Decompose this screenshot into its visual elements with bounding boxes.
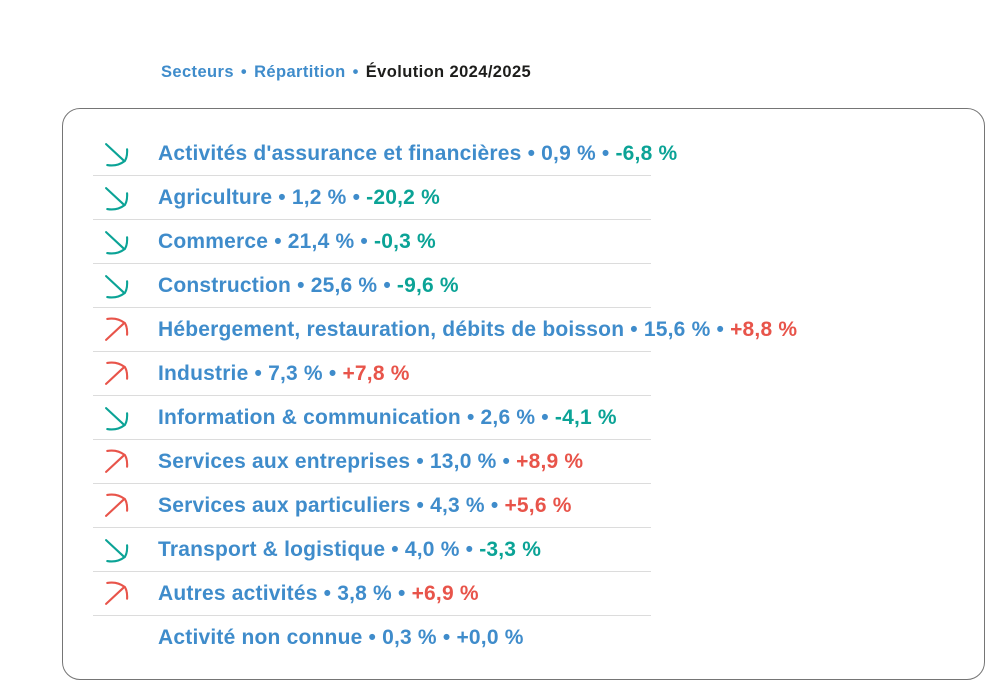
sector-share: 25,6 %: [310, 274, 378, 297]
trend-up-icon: [101, 315, 131, 345]
sector-name: Information & communication: [158, 406, 461, 429]
sector-evolution: -4,1 %: [554, 406, 617, 429]
sector-evolution: +0,0 %: [456, 626, 524, 649]
bullet-separator: •: [377, 274, 397, 297]
bullet-separator: •: [710, 318, 731, 341]
bullet-separator: •: [346, 186, 367, 209]
trend-up-icon: [101, 491, 131, 521]
sector-name: Services aux particuliers: [158, 494, 411, 517]
sector-name: Autres activités: [158, 582, 318, 605]
sector-share: 4,0 %: [404, 538, 460, 561]
bullet-separator: •: [595, 142, 616, 165]
trend-down-icon: [101, 271, 131, 301]
sector-name: Services aux entreprises: [158, 450, 411, 473]
bullet-separator: •: [354, 230, 374, 253]
bullet-separator: •: [521, 142, 542, 165]
sector-name: Construction: [158, 274, 292, 297]
sector-row: Services aux entreprises • 13,0 % • +8,9…: [93, 440, 984, 484]
sectors-card: Activités d'assurance et financières • 0…: [62, 108, 985, 680]
tab-separator-dot: •: [352, 63, 359, 81]
sector-name: Industrie: [158, 362, 249, 385]
bullet-separator: •: [459, 538, 480, 561]
trend-down-icon: [101, 535, 131, 565]
sector-evolution: +5,6 %: [504, 494, 572, 517]
sector-row: Services aux particuliers • 4,3 % • +5,6…: [93, 484, 984, 528]
bullet-separator: •: [496, 450, 517, 473]
sector-row: Information & communication • 2,6 % • -4…: [93, 396, 984, 440]
bullet-separator: •: [484, 494, 505, 517]
sector-name: Activités d'assurance et financières: [158, 142, 522, 165]
bullet-separator: •: [624, 318, 644, 341]
tab-evolution[interactable]: Évolution 2024/2025: [365, 63, 532, 81]
bullet-separator: •: [436, 626, 457, 649]
trend-down-icon: [101, 227, 131, 257]
sector-row: Hébergement, restauration, débits de boi…: [93, 308, 984, 352]
sector-evolution: -9,6 %: [396, 274, 459, 297]
bullet-separator: •: [322, 362, 343, 385]
trend-up-icon: [101, 447, 131, 477]
sector-list: Activités d'assurance et financières • 0…: [93, 132, 984, 660]
tab-secteurs[interactable]: Secteurs: [161, 63, 234, 81]
sector-row: Activités d'assurance et financières • 0…: [93, 132, 984, 176]
bullet-separator: •: [410, 494, 431, 517]
trend-down-icon: [101, 183, 131, 213]
sector-evolution: +7,8 %: [342, 362, 410, 385]
sector-name: Activité non connue: [158, 626, 363, 649]
sector-row: Autres activités • 3,8 % • +6,9 %: [93, 572, 984, 616]
bullet-separator: •: [391, 582, 412, 605]
trend-down-icon: [101, 139, 131, 169]
sector-name: Hébergement, restauration, débits de boi…: [158, 318, 625, 341]
sector-share: 13,0 %: [429, 450, 497, 473]
sector-share: 0,9 %: [541, 142, 596, 165]
trend-up-icon: [101, 359, 131, 389]
sector-name: Commerce: [158, 230, 269, 253]
sector-share: 4,3 %: [430, 494, 485, 517]
sector-share: 7,3 %: [268, 362, 323, 385]
sector-name: Agriculture: [158, 186, 273, 209]
sector-name: Transport & logistique: [158, 538, 386, 561]
bullet-separator: •: [268, 230, 288, 253]
sector-evolution: -0,3 %: [374, 230, 436, 253]
sector-row: Activité non connue • 0,3 % • +0,0 %: [93, 616, 984, 660]
bullet-separator: •: [248, 362, 269, 385]
bullet-separator: •: [272, 186, 292, 209]
sector-share: 3,8 %: [337, 582, 392, 605]
sector-row: Agriculture • 1,2 % • -20,2 %: [93, 176, 984, 220]
trend-down-icon: [101, 403, 131, 433]
trend-up-icon: [101, 579, 131, 609]
sector-row: Construction • 25,6 % • -9,6 %: [93, 264, 984, 308]
tab-separator-dot: •: [240, 63, 248, 81]
sector-row: Transport & logistique • 4,0 % • -3,3 %: [93, 528, 984, 572]
sector-evolution: +6,9 %: [411, 582, 479, 605]
tab-repartition[interactable]: Répartition: [254, 63, 346, 81]
sector-evolution: -20,2 %: [366, 186, 440, 209]
bullet-separator: •: [410, 450, 430, 473]
bullet-separator: •: [460, 406, 481, 429]
no-trend-icon: [101, 623, 131, 653]
sector-evolution: -6,8 %: [615, 142, 678, 165]
bullet-separator: •: [385, 538, 405, 561]
breadcrumb-tabs: Secteurs • Répartition • Évolution 2024/2025: [161, 63, 531, 82]
sector-share: 21,4 %: [287, 230, 355, 253]
bullet-separator: •: [317, 582, 338, 605]
sector-evolution: +8,9 %: [516, 450, 584, 473]
sector-row: Commerce • 21,4 % • -0,3 %: [93, 220, 984, 264]
sector-share: 2,6 %: [480, 406, 536, 429]
sector-share: 15,6 %: [643, 318, 711, 341]
sector-evolution: +8,8 %: [730, 318, 798, 341]
sector-share: 0,3 %: [382, 626, 437, 649]
sector-evolution: -3,3 %: [479, 538, 542, 561]
sector-share: 1,2 %: [291, 186, 347, 209]
bullet-separator: •: [291, 274, 311, 297]
bullet-separator: •: [535, 406, 555, 429]
sector-row: Industrie • 7,3 % • +7,8 %: [93, 352, 984, 396]
bullet-separator: •: [362, 626, 383, 649]
